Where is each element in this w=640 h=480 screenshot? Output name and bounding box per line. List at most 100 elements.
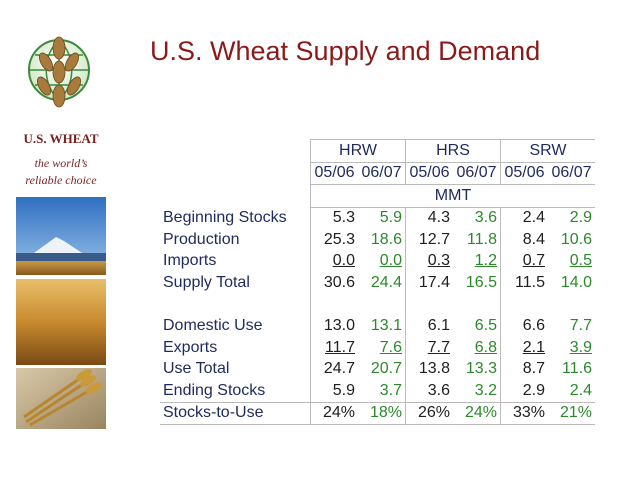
- cell-value: 24%: [464, 404, 497, 422]
- cell-value: 13.8: [418, 360, 450, 378]
- cell-value: 2.9: [522, 381, 545, 399]
- year-header: 06/07: [453, 162, 501, 185]
- data-row: Use Total 24.7 20.7 13.8 13.3 8.7 11.6: [160, 358, 595, 381]
- cell-value: 2.1: [522, 338, 545, 356]
- cell: 2.9: [548, 207, 595, 229]
- cell-value: 25.3: [323, 230, 355, 248]
- data-row: Supply Total 30.6 24.4 17.4 16.5 11.5 14.0: [160, 272, 595, 294]
- data-row: Domestic Use 13.0 13.1 6.1 6.5 6.6 7.7: [160, 293, 595, 338]
- cell-value: 18.6: [370, 230, 402, 248]
- cell: 25.3: [310, 229, 358, 251]
- cell: 12.7: [405, 229, 453, 251]
- cell: 16.5: [453, 272, 501, 294]
- cell: 2.4: [500, 207, 548, 229]
- year-header: 05/06: [500, 162, 548, 185]
- cell: 5.9: [310, 380, 358, 402]
- data-row: Ending Stocks 5.9 3.7 3.6 3.2 2.9 2.4: [160, 380, 595, 402]
- cell-value: 0.7: [522, 252, 545, 270]
- cell: 33%: [500, 401, 548, 425]
- cell: 11.6: [548, 359, 595, 381]
- cell-value: 12.7: [418, 230, 450, 248]
- supply-table: HRW HRS SRW 05/06 06/07 05/06 06/07 05/06 06/07 M…: [160, 139, 595, 425]
- cell-value: 5.3: [332, 209, 355, 227]
- cell-value: 24%: [322, 404, 355, 422]
- cell: 7.7: [405, 337, 453, 359]
- cell: 11.8: [453, 229, 501, 251]
- cell-value: 8.7: [522, 360, 545, 378]
- cell-value: 3.2: [474, 381, 497, 399]
- cell-value: 33%: [512, 404, 545, 422]
- row-label: Exports: [163, 338, 218, 356]
- cell: 3.6: [453, 207, 501, 229]
- cell: 5.9: [358, 207, 406, 229]
- row-label: Beginning Stocks: [163, 209, 287, 226]
- row-label: Stocks-to-Use: [160, 401, 311, 425]
- cell-value: 24.4: [370, 273, 402, 291]
- cell: 0.7: [500, 250, 548, 272]
- cell: 0.5: [548, 251, 595, 273]
- cell-value: 11.7: [325, 338, 355, 356]
- cell-value: 1.2: [474, 252, 497, 270]
- cell-value: 3.6: [427, 381, 450, 399]
- row-label: Production: [163, 230, 240, 248]
- year-header: 06/07: [548, 162, 595, 185]
- cell-value: 24.7: [323, 360, 355, 378]
- cell-value: 18%: [369, 404, 402, 422]
- cell: 6.1: [405, 293, 453, 337]
- cell-value: 11.6: [562, 360, 592, 378]
- cell: 26%: [405, 401, 453, 425]
- cell: 24%: [310, 401, 358, 425]
- cell-value: 16.5: [465, 273, 497, 291]
- cell-value: 26%: [417, 404, 450, 422]
- cell-value: 6.5: [474, 317, 497, 335]
- cell-value: 11.5: [515, 273, 545, 291]
- cell-value: 6.1: [427, 317, 450, 335]
- cell: 11.5: [500, 272, 548, 294]
- cell: 3.6: [405, 380, 453, 402]
- cell-value: 30.6: [323, 273, 355, 291]
- corner: [160, 162, 311, 185]
- cell-value: 7.7: [569, 317, 592, 335]
- cell: 6.8: [453, 337, 501, 359]
- cell: 3.2: [453, 380, 501, 402]
- cell-value: 3.6: [474, 209, 497, 227]
- cell: 6.6: [500, 293, 548, 337]
- cell: 30.6: [310, 272, 358, 294]
- cell-value: 8.4: [522, 230, 545, 248]
- cell: 8.4: [500, 229, 548, 251]
- cell-value: 0.0: [332, 252, 355, 270]
- row-label: Imports: [163, 252, 217, 270]
- cell: 2.1: [500, 337, 548, 359]
- cell-value: 5.9: [332, 381, 355, 399]
- cell: 24.7: [310, 358, 358, 380]
- cell: 3.9: [548, 337, 595, 359]
- cell: 6.5: [453, 294, 501, 338]
- year-header: 05/06: [310, 162, 358, 185]
- cell: 21%: [548, 401, 595, 425]
- cell: 4.3: [405, 207, 453, 229]
- cell-value: 21%: [559, 404, 592, 422]
- cell: 13.1: [358, 294, 406, 338]
- header-row: HRW HRS SRW: [160, 139, 595, 163]
- sidebar: U.S. WHEAT the world’s reliable choice: [0, 0, 122, 480]
- cell: 1.2: [453, 251, 501, 273]
- data-row: Exports 11.7 7.6 7.7 6.8 2.1 3.9: [160, 337, 595, 359]
- row-label: Domestic Use: [163, 317, 263, 335]
- cell: 0.3: [405, 250, 453, 272]
- cell-value: 14.0: [560, 273, 592, 291]
- cell-value: 11.8: [467, 230, 497, 248]
- cell-value: 0.5: [569, 252, 592, 270]
- group-header: SRW: [500, 139, 595, 163]
- cell: 5.3: [310, 207, 358, 229]
- corner: [160, 140, 311, 163]
- cell-value: 10.6: [560, 230, 592, 248]
- cell: 24.4: [358, 272, 406, 294]
- unit: MMT: [310, 184, 595, 208]
- row-label: Ending Stocks: [163, 381, 266, 399]
- cell: 17.4: [405, 272, 453, 294]
- row-label: Supply Total: [163, 273, 250, 291]
- cell: 0.0: [358, 251, 406, 273]
- cell-value: 0.0: [379, 252, 402, 270]
- cell-value: 3.7: [379, 381, 402, 399]
